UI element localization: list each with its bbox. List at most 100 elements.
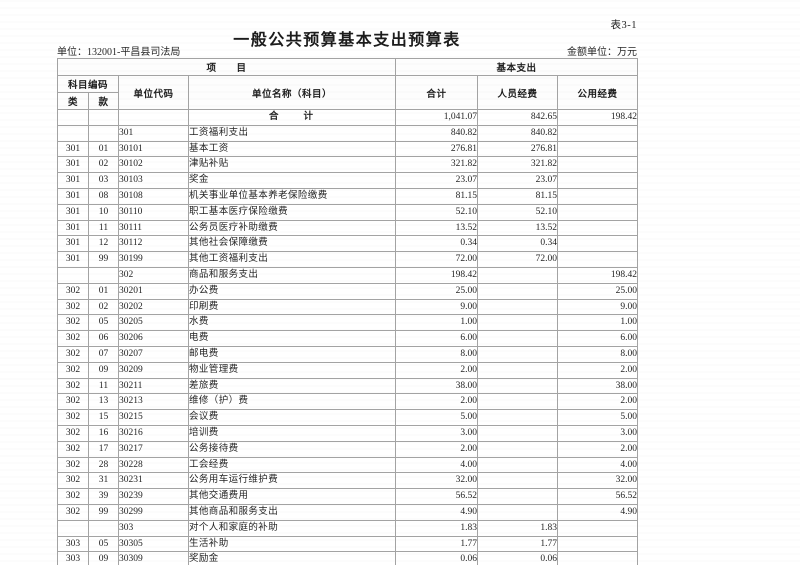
cell-class: 303 <box>57 551 89 565</box>
page-title: 一般公共预算基本支出预算表 <box>233 32 461 49</box>
cell-item: 05 <box>88 535 119 553</box>
cell-personnel: 13.52 <box>477 219 559 237</box>
cell-total: 1.83 <box>395 519 479 537</box>
cell-item: 02 <box>88 156 119 174</box>
cell-total: 56.52 <box>395 488 479 505</box>
table-row: 302 16 30216 培训费 3.00 3.00 <box>57 424 639 442</box>
cell-public: 2.00 <box>557 440 639 458</box>
cell-unit-code: 30213 <box>118 393 189 411</box>
cell-personnel <box>477 330 559 347</box>
header-class: 类 <box>57 92 89 110</box>
cell-unit-code: 30305 <box>118 535 189 553</box>
cell-unit-code: 30206 <box>118 330 189 347</box>
header-row-groups: 项 目 基本支出 <box>56 58 639 76</box>
header-row-subcode: 类 款 <box>57 92 638 110</box>
cell-item: 01 <box>88 140 119 158</box>
cell-class: 302 <box>57 409 89 426</box>
table-row: 302 01 30201 办公费 25.00 25.00 <box>57 282 639 300</box>
cell-public <box>557 156 639 174</box>
cell-total: 321.82 <box>395 156 479 174</box>
cell-item: 11 <box>88 219 119 237</box>
cell-total: 25.00 <box>395 282 479 300</box>
cell-class <box>57 109 89 126</box>
cell-personnel: 0.06 <box>477 551 559 565</box>
cell-unit-code <box>118 109 189 126</box>
budget-table: 项 目 基本支出 科目编码 单位代码 单位名称（科目） 合计 人员经费 公用经费… <box>56 58 639 565</box>
cell-item: 01 <box>88 282 119 300</box>
cell-item: 99 <box>88 251 119 268</box>
cell-class: 301 <box>57 140 89 158</box>
header-basic-expenditure-group: 基本支出 <box>395 58 639 76</box>
cell-total: 4.90 <box>395 503 479 521</box>
cell-unit-name: 印刷费 <box>187 298 397 316</box>
table-row: 301 03 30103 奖金 23.07 23.07 <box>57 172 639 189</box>
cell-unit-name: 奖励金 <box>187 551 397 565</box>
header-subject-code: 科目编码 <box>57 75 119 93</box>
cell-public: 25.00 <box>557 282 639 300</box>
cell-total: 32.00 <box>395 472 479 490</box>
cell-class <box>57 266 89 284</box>
cell-unit-name: 电费 <box>187 330 397 347</box>
table-row: 302 商品和服务支出 198.42 198.42 <box>57 266 639 284</box>
cell-total: 840.82 <box>395 124 479 142</box>
cell-item: 06 <box>88 330 119 347</box>
cell-unit-name: 公务接待费 <box>187 440 397 458</box>
cell-unit-code: 30309 <box>118 551 189 565</box>
cell-total: 6.00 <box>395 330 479 347</box>
cell-unit-code: 30299 <box>118 503 189 521</box>
cell-unit-code: 30111 <box>118 219 189 237</box>
cell-unit-name: 机关事业单位基本养老保险缴费 <box>187 187 397 205</box>
cell-class <box>57 519 89 537</box>
cell-item <box>88 109 119 126</box>
cell-unit-code: 30231 <box>118 472 189 490</box>
cell-public: 198.42 <box>557 266 639 284</box>
cell-total: 1.00 <box>395 314 479 332</box>
cell-class: 302 <box>57 282 89 300</box>
table-row: 302 13 30213 维修（护）费 2.00 2.00 <box>57 393 639 411</box>
cell-public: 1.00 <box>557 314 639 332</box>
cell-item: 05 <box>88 314 119 332</box>
cell-personnel: 1.77 <box>477 535 559 553</box>
cell-unit-name: 合 计 <box>187 109 397 126</box>
cell-public: 2.00 <box>557 393 639 411</box>
cell-public <box>557 187 639 205</box>
cell-item: 08 <box>88 187 119 205</box>
cell-personnel: 842.65 <box>477 109 559 126</box>
cell-class: 302 <box>57 424 89 442</box>
cell-total: 23.07 <box>395 172 479 189</box>
cell-unit-name: 工资福利支出 <box>187 124 397 142</box>
cell-item: 09 <box>88 551 119 565</box>
cell-public: 5.00 <box>557 409 639 426</box>
cell-item: 13 <box>88 393 119 411</box>
cell-item: 10 <box>88 203 119 221</box>
cell-unit-name: 对个人和家庭的补助 <box>187 519 397 537</box>
cell-personnel: 0.34 <box>477 235 559 253</box>
cell-unit-code: 30202 <box>118 298 189 316</box>
cell-unit-name: 基本工资 <box>187 140 397 158</box>
meta-line: 单位：132001-平昌县司法局 金额单位：万元 <box>57 43 637 58</box>
cell-unit-name: 其他社会保障缴费 <box>187 235 397 253</box>
cell-unit-name: 培训费 <box>187 424 397 442</box>
cell-unit-code: 30112 <box>118 235 189 253</box>
cell-personnel: 81.15 <box>477 187 559 205</box>
cell-public <box>557 235 639 253</box>
cell-item: 07 <box>88 345 119 363</box>
table-row: 302 39 30239 其他交通费用 56.52 56.52 <box>57 488 639 505</box>
cell-item: 17 <box>88 440 119 458</box>
cell-unit-name: 商品和服务支出 <box>187 266 397 284</box>
cell-personnel: 52.10 <box>477 203 559 221</box>
cell-public <box>557 535 639 553</box>
cell-total: 4.00 <box>395 456 479 474</box>
cell-total: 52.10 <box>395 203 479 221</box>
cell-total: 5.00 <box>395 409 479 426</box>
table-row: 301 10 30110 职工基本医疗保险缴费 52.10 52.10 <box>57 203 639 221</box>
cell-unit-code: 30102 <box>118 156 189 174</box>
cell-unit-code: 30201 <box>118 282 189 300</box>
cell-total: 2.00 <box>395 361 479 379</box>
cell-unit-name: 邮电费 <box>187 345 397 363</box>
cell-total: 72.00 <box>395 251 479 268</box>
cell-personnel: 72.00 <box>477 251 559 268</box>
cell-public <box>557 124 639 142</box>
cell-personnel: 23.07 <box>477 172 559 189</box>
cell-unit-name: 差旅费 <box>187 377 397 395</box>
